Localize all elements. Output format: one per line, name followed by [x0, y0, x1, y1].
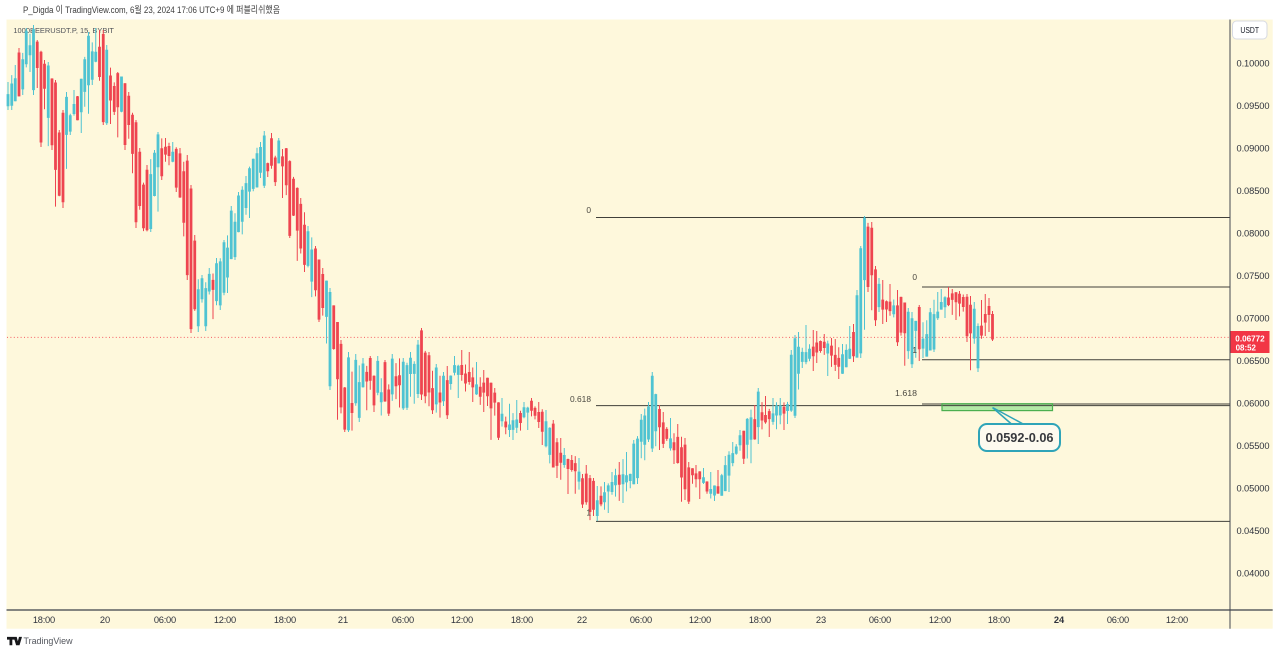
svg-text:USDT: USDT	[1240, 26, 1259, 35]
svg-text:12:00: 12:00	[689, 615, 711, 625]
svg-text:P_Digda 이 TradingView.com, 6월: P_Digda 이 TradingView.com, 6월 23, 2024 1…	[23, 4, 280, 16]
svg-text:12:00: 12:00	[214, 615, 236, 625]
svg-text:20: 20	[100, 615, 110, 625]
svg-text:0.07000: 0.07000	[1237, 313, 1270, 323]
svg-text:18:00: 18:00	[274, 615, 296, 625]
svg-text:0.06500: 0.06500	[1237, 356, 1270, 366]
svg-text:0.0592-0.06: 0.0592-0.06	[986, 431, 1054, 445]
svg-text:06:00: 06:00	[154, 615, 176, 625]
svg-text:0: 0	[586, 205, 591, 215]
svg-text:22: 22	[577, 615, 587, 625]
svg-text:18:00: 18:00	[749, 615, 771, 625]
svg-text:0.08500: 0.08500	[1237, 186, 1270, 196]
svg-text:0.618: 0.618	[570, 394, 591, 404]
svg-text:0.07500: 0.07500	[1237, 271, 1270, 281]
svg-text:1.618: 1.618	[895, 388, 917, 398]
svg-text:1000BEERUSDT.P, 15, BYBIT: 1000BEERUSDT.P, 15, BYBIT	[13, 26, 114, 35]
svg-text:12:00: 12:00	[1166, 615, 1188, 625]
svg-text:1: 1	[912, 345, 917, 355]
svg-text:21: 21	[338, 615, 348, 625]
svg-text:0.10000: 0.10000	[1237, 58, 1270, 68]
svg-text:0.08000: 0.08000	[1237, 228, 1270, 238]
svg-text:06:00: 06:00	[1107, 615, 1129, 625]
svg-text:0.04500: 0.04500	[1237, 526, 1270, 536]
svg-text:0.05000: 0.05000	[1237, 483, 1270, 493]
svg-text:0: 0	[912, 272, 917, 282]
svg-text:TradingView: TradingView	[24, 636, 73, 646]
svg-text:0.06772: 0.06772	[1235, 335, 1265, 344]
svg-text:24: 24	[1054, 615, 1065, 625]
svg-text:0.05500: 0.05500	[1237, 441, 1270, 451]
svg-text:1: 1	[586, 508, 591, 518]
svg-text:23: 23	[816, 615, 826, 625]
svg-text:12:00: 12:00	[929, 615, 951, 625]
svg-text:18:00: 18:00	[988, 615, 1010, 625]
svg-text:12:00: 12:00	[451, 615, 473, 625]
svg-text:06:00: 06:00	[392, 615, 414, 625]
svg-text:08:52: 08:52	[1236, 344, 1257, 353]
svg-text:06:00: 06:00	[630, 615, 652, 625]
svg-text:0.06000: 0.06000	[1237, 398, 1270, 408]
svg-text:0.09500: 0.09500	[1237, 101, 1270, 111]
svg-text:18:00: 18:00	[511, 615, 533, 625]
svg-text:0.09000: 0.09000	[1237, 143, 1270, 153]
svg-text:18:00: 18:00	[33, 615, 55, 625]
svg-text:06:00: 06:00	[869, 615, 891, 625]
svg-text:0.04000: 0.04000	[1237, 568, 1270, 578]
